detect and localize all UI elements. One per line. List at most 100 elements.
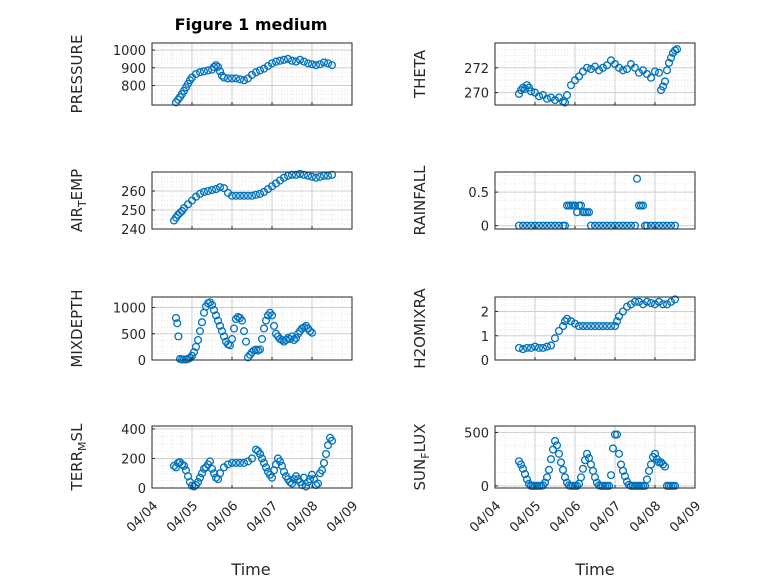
data-point <box>566 81 576 90</box>
data-point <box>255 66 265 75</box>
data-point <box>578 464 588 473</box>
data-point <box>247 454 257 463</box>
data-point <box>197 318 207 327</box>
data-point <box>247 191 257 200</box>
series-terr_msl <box>169 433 337 491</box>
data-point <box>211 61 221 70</box>
data-point <box>526 87 536 96</box>
data-point <box>295 169 305 178</box>
data-point <box>235 458 245 467</box>
data-point <box>540 478 550 487</box>
data-point <box>299 57 309 66</box>
y-axis-label: TERRMSL <box>68 423 89 492</box>
data-point <box>259 324 269 333</box>
data-point <box>311 61 321 70</box>
data-point <box>550 334 560 343</box>
data-point <box>305 475 315 484</box>
data-point <box>582 449 592 458</box>
y-tick-label: 270 <box>464 87 489 102</box>
y-tick-label: 0 <box>481 220 489 235</box>
data-point <box>572 481 582 490</box>
data-point <box>576 473 586 482</box>
data-point <box>291 57 301 66</box>
y-tick-label: 800 <box>121 80 146 95</box>
data-point <box>223 74 233 83</box>
data-point <box>231 74 241 83</box>
data-point <box>634 68 644 77</box>
data-point <box>247 70 257 79</box>
y-tick-label: 272 <box>464 62 489 77</box>
data-point <box>215 183 225 192</box>
data-point <box>323 441 333 450</box>
data-point <box>634 297 644 306</box>
data-point <box>638 300 648 309</box>
data-point <box>516 460 526 469</box>
data-point <box>542 473 552 482</box>
axes-box <box>494 171 696 230</box>
y-tick-label: 500 <box>464 426 489 441</box>
data-point <box>658 300 668 309</box>
data-point <box>546 341 556 350</box>
data-point <box>301 482 311 491</box>
data-point <box>185 353 195 362</box>
data-point <box>586 64 596 74</box>
data-point <box>299 323 309 332</box>
data-point <box>217 327 227 336</box>
y-tick-label: 1000 <box>113 44 146 59</box>
data-point <box>189 482 199 491</box>
data-point <box>227 334 237 344</box>
data-point <box>267 473 277 482</box>
data-point <box>323 59 333 68</box>
data-point <box>560 473 570 482</box>
data-point <box>251 190 261 199</box>
series-pressure <box>171 54 337 107</box>
panel-h2omixra: 0 1 2 H2OMIXRA <box>411 288 696 369</box>
data-point <box>267 59 277 68</box>
data-point <box>638 201 648 210</box>
y-tick-label: 260 <box>121 185 146 200</box>
data-point <box>606 471 616 480</box>
data-point <box>646 299 656 308</box>
y-axis-label: SUNFLUX <box>411 424 432 491</box>
data-point <box>219 184 229 193</box>
y-tick-label: 0 <box>138 482 146 497</box>
data-point <box>193 478 203 487</box>
data-point <box>606 322 616 331</box>
data-point <box>321 449 331 459</box>
data-point <box>219 332 229 341</box>
y-axis-label: THETA <box>411 49 429 99</box>
data-point <box>255 449 265 459</box>
series-air_temp <box>169 169 337 225</box>
data-point <box>239 327 249 336</box>
data-point <box>291 333 301 343</box>
data-point <box>319 58 329 67</box>
data-point <box>311 173 321 182</box>
data-point <box>522 81 532 90</box>
data-point <box>243 191 253 200</box>
data-point <box>197 469 207 478</box>
data-point <box>171 313 181 323</box>
data-point <box>195 473 205 482</box>
data-point <box>307 470 317 479</box>
data-point <box>263 61 273 71</box>
data-point <box>558 465 568 474</box>
data-point <box>658 82 668 91</box>
data-point <box>241 337 251 346</box>
data-point <box>630 63 640 72</box>
data-point <box>215 469 225 478</box>
data-point <box>327 436 337 445</box>
y-axis-label: PRESSURE <box>68 35 86 114</box>
data-point <box>618 466 628 475</box>
data-point <box>199 67 209 76</box>
y-tick-label: 0 <box>481 480 489 495</box>
series-mixdepth <box>171 298 317 364</box>
data-point <box>662 300 672 309</box>
data-point <box>213 62 223 71</box>
data-point <box>307 172 317 181</box>
data-point <box>313 479 323 488</box>
x-axis-label-right: Time <box>574 560 614 579</box>
data-point <box>283 54 293 63</box>
data-point <box>251 445 261 454</box>
y-axis-label: H2OMIXRA <box>411 288 429 369</box>
